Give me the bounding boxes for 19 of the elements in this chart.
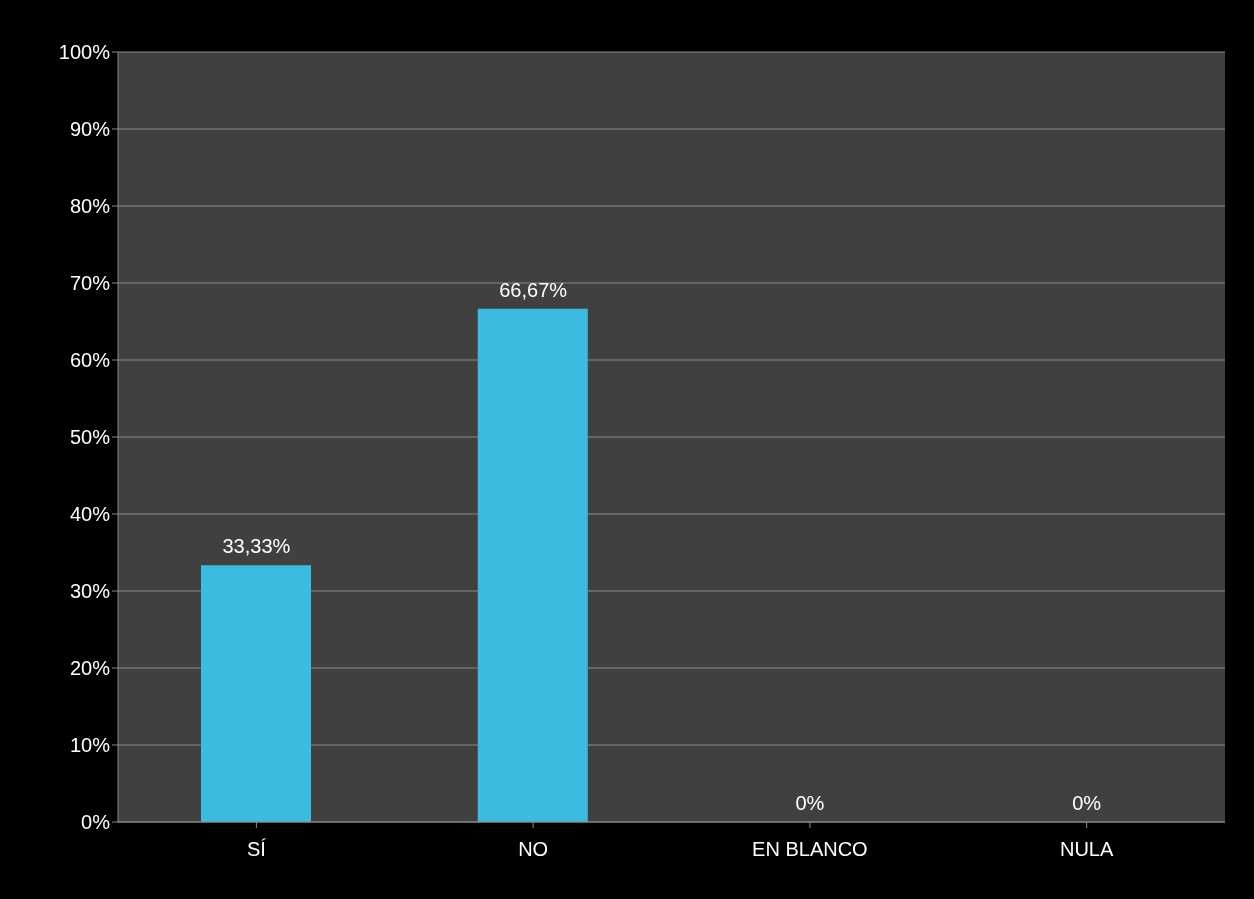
y-tick-label: 100% (58, 41, 111, 64)
data-label: 0% (795, 792, 825, 814)
x-tick-label: NO (518, 838, 549, 861)
y-tick-label: 90% (69, 118, 111, 141)
data-label: 66,67% (499, 278, 568, 301)
y-tick-label: 60% (69, 349, 111, 372)
y-tick-label: 40% (69, 503, 111, 526)
y-tick-label: 10% (69, 734, 111, 757)
data-label: 33,33% (222, 535, 291, 558)
data-label: 0% (1072, 792, 1102, 814)
y-tick-label: 80% (69, 195, 111, 218)
y-tick-label: 20% (69, 657, 111, 680)
y-tick-label: 0% (81, 811, 111, 834)
y-tick-label: 30% (69, 580, 111, 603)
y-tick-label: 50% (69, 426, 111, 449)
y-tick-label: 70% (69, 272, 111, 295)
x-tick-label: EN BLANCO (752, 838, 868, 861)
x-tick-label: NULA (1059, 838, 1114, 861)
x-tick-label: SÍ (246, 838, 267, 861)
